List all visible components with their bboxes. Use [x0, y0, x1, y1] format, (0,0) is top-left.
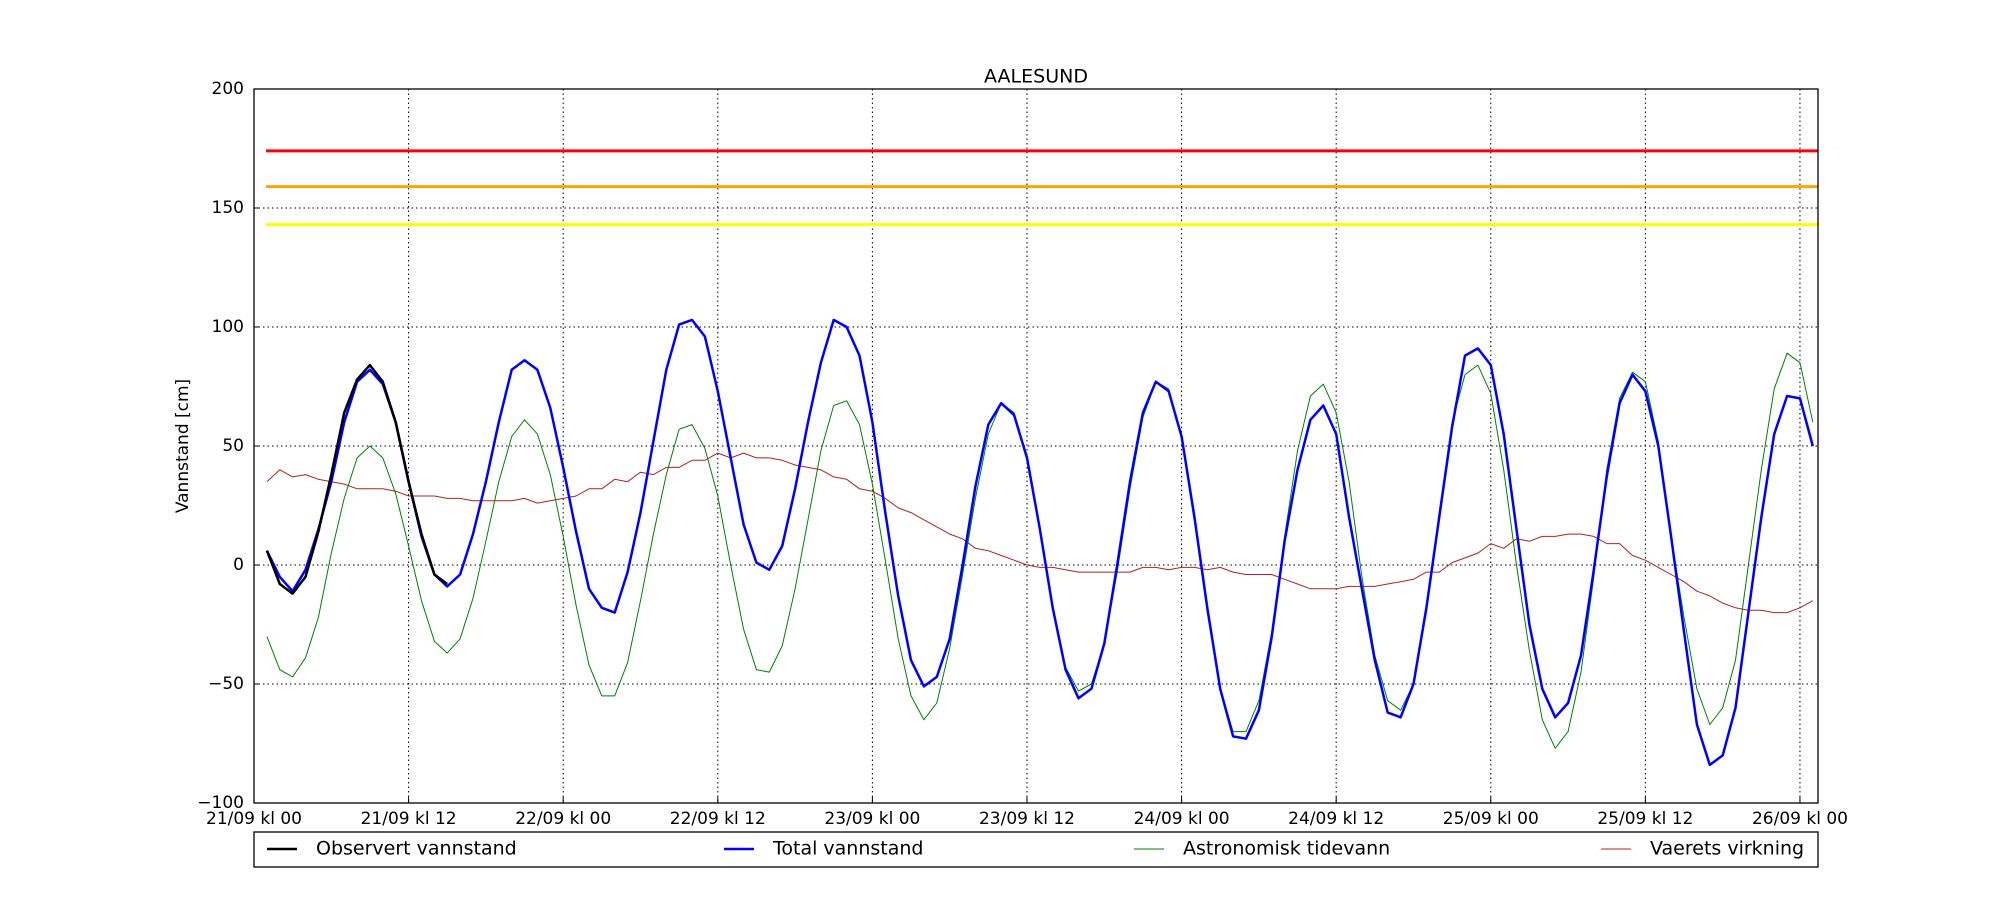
y-tick-label: −50 [208, 674, 244, 694]
legend-label: Vaerets virkning [1650, 838, 1804, 860]
x-tick-label: 26/09 kl 00 [1752, 809, 1848, 829]
series-line [265, 318, 1815, 767]
x-tick-label: 22/09 kl 12 [670, 809, 766, 829]
legend-label: Observert vannstand [316, 838, 517, 860]
x-tick-label: 21/09 kl 00 [206, 809, 302, 829]
plot-frame [253, 88, 1819, 804]
x-tick-label: 25/09 kl 12 [1597, 809, 1693, 829]
x-tick-label: 22/09 kl 00 [515, 809, 611, 829]
series-line [266, 452, 1814, 614]
y-tick-label: 100 [212, 317, 244, 337]
x-tick-label: 23/09 kl 00 [824, 809, 920, 829]
legend-label: Total vannstand [772, 838, 923, 860]
y-axis-label: Vannstand [cm] [173, 379, 193, 513]
y-tick-label: 0 [233, 555, 244, 575]
y-tick-label: 50 [222, 436, 244, 456]
legend-box [253, 831, 1819, 868]
x-tick-label: 24/09 kl 00 [1134, 809, 1230, 829]
x-tick-label: 21/09 kl 12 [361, 809, 457, 829]
legend-label: Astronomisk tidevann [1183, 838, 1390, 860]
x-tick-label: 23/09 kl 12 [979, 809, 1075, 829]
y-tick-label: −100 [197, 793, 244, 813]
x-tick-label: 24/09 kl 12 [1288, 809, 1384, 829]
x-tick-label: 25/09 kl 00 [1443, 809, 1539, 829]
series-line [265, 363, 448, 595]
chart-title: AALESUND [984, 66, 1088, 88]
y-tick-label: 150 [212, 198, 244, 218]
y-tick-label: 200 [212, 79, 244, 99]
